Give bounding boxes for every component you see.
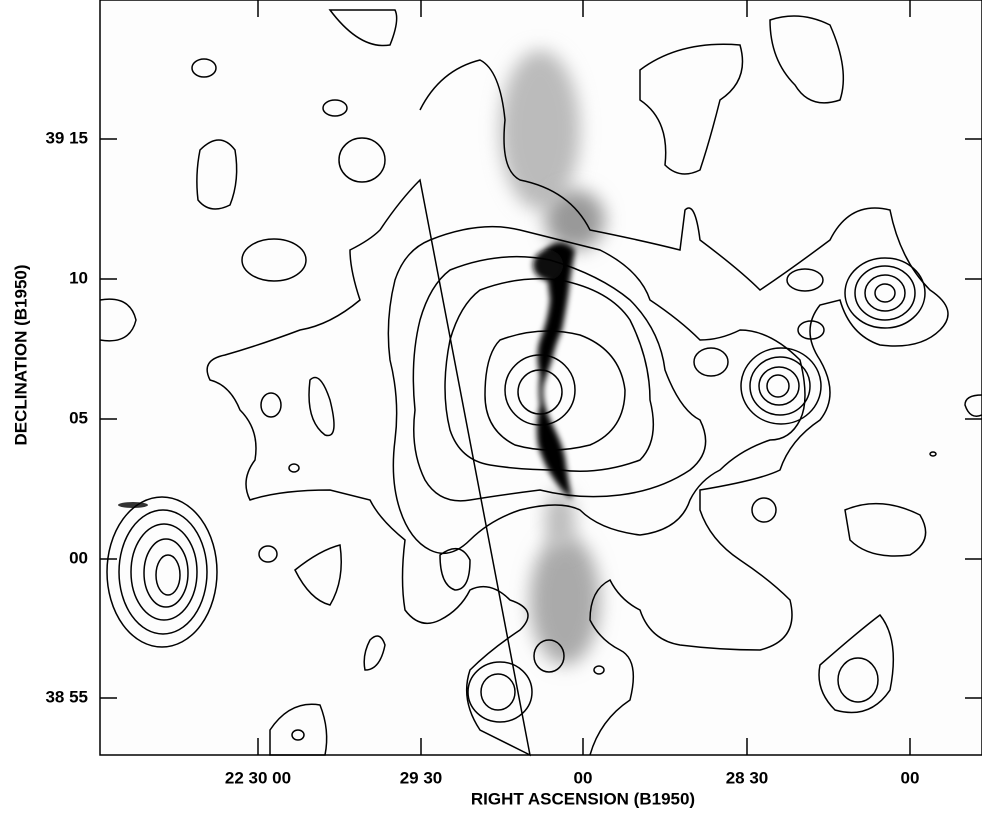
y-tick-label: 05: [69, 408, 88, 427]
radio-contours: [99, 9, 982, 757]
x-tick-label: 29 30: [400, 768, 443, 787]
x-tick-label: 22 30 00: [225, 768, 291, 787]
y-tick-label: 10: [69, 268, 88, 287]
y-tick-label: 00: [69, 548, 88, 567]
x-tick-label: 28 30: [726, 768, 769, 787]
optical-image: [118, 50, 605, 665]
x-tick-label: 00: [901, 768, 920, 787]
y-axis-title: DECLINATION (B1950): [11, 264, 30, 445]
y-tick-label: 38 55: [45, 687, 88, 706]
x-tick-label: 00: [574, 768, 593, 787]
tick-marks: [100, 0, 982, 755]
plot-area: [99, 0, 982, 757]
y-tick-label: 39 15: [45, 128, 88, 147]
x-axis-title: RIGHT ASCENSION (B1950): [471, 789, 695, 808]
